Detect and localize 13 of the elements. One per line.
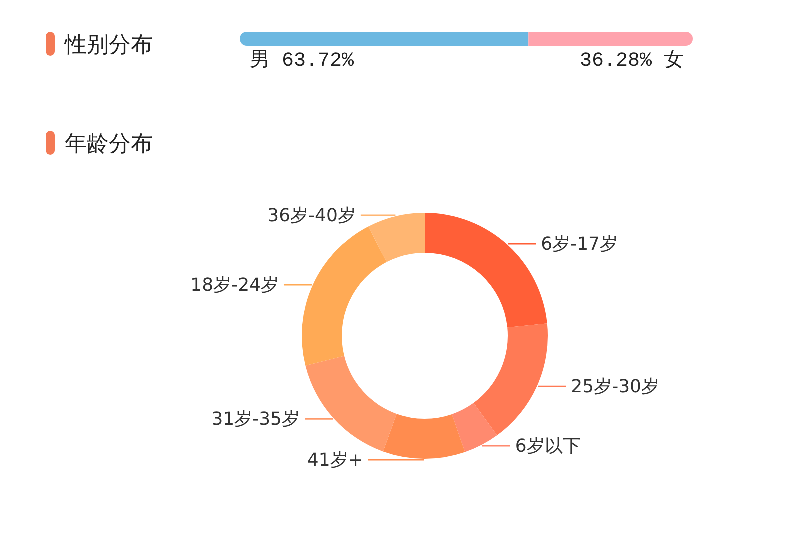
slice-label: 18岁-24岁 — [190, 274, 279, 296]
slice-label: 36岁-40岁 — [268, 206, 356, 227]
slice-label: 41岁+ — [307, 450, 364, 471]
chart-title: 性别分布 — [64, 32, 153, 57]
slice-label: 31岁-35岁 — [212, 409, 300, 430]
data-label: 36.28% — [580, 50, 653, 73]
series-label: 女 — [664, 49, 684, 73]
series-label: 男 — [250, 50, 270, 73]
data-label: 63.72% — [282, 50, 356, 73]
chart-title: 年龄分布 — [65, 131, 153, 156]
slice-label: 25岁-30岁 — [571, 376, 660, 398]
slice-label: 6岁-17岁 — [541, 234, 618, 256]
slice-label: 6岁以下 — [515, 436, 581, 457]
